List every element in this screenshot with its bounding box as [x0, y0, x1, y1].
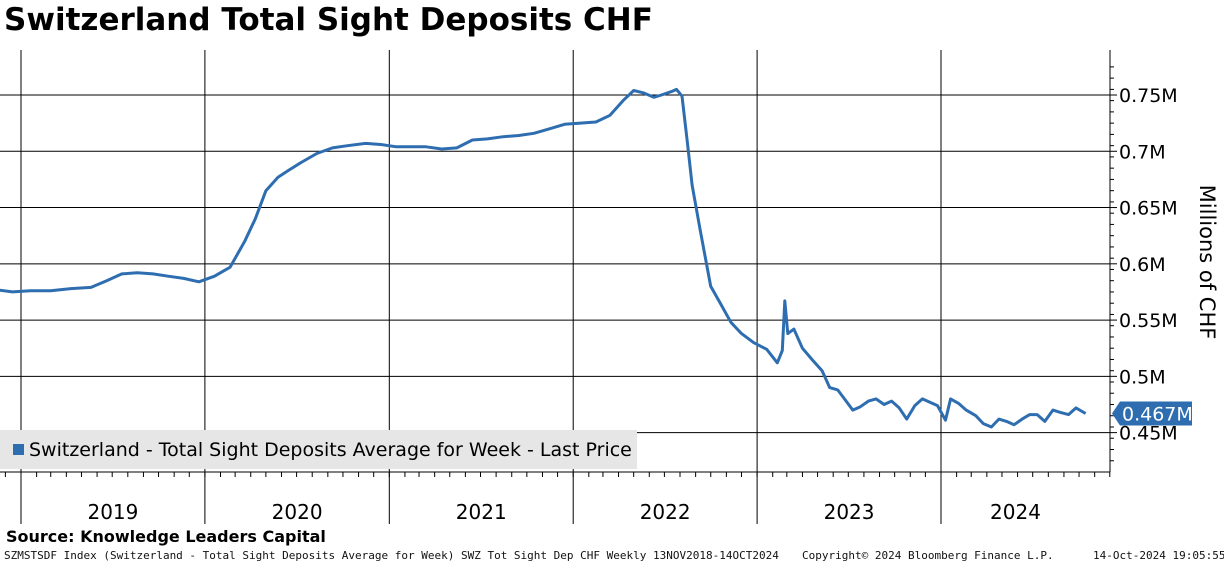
series-line: [0, 87, 1087, 429]
x-tick-label: 2019: [87, 500, 138, 524]
y-tick-label: 0.6M: [1119, 254, 1166, 276]
footer-index-description: SZMSTSDF Index (Switzerland - Total Sigh…: [4, 549, 779, 562]
footer-copyright: Copyright© 2024 Bloomberg Finance L.P.: [802, 549, 1054, 562]
x-tick-label: 2024: [990, 500, 1041, 524]
x-tick-label: 2020: [272, 500, 323, 524]
last-value-marker: [1112, 401, 1192, 426]
y-tick-label: 0.75M: [1119, 85, 1178, 107]
chart-title: Switzerland Total Sight Deposits CHF: [4, 2, 653, 38]
legend: Switzerland - Total Sight Deposits Avera…: [0, 430, 637, 469]
y-tick-label: 0.5M: [1119, 366, 1166, 388]
y-tick-label: 0.65M: [1119, 198, 1178, 220]
y-tick-label: 0.55M: [1119, 310, 1178, 332]
legend-swatch: [13, 444, 24, 455]
footer-timestamp: 14-Oct-2024 19:05:55: [1093, 549, 1224, 562]
last-value-label: 0.467M: [1122, 403, 1193, 425]
x-tick-label: 2022: [640, 500, 691, 524]
x-tick-label: 2023: [824, 500, 875, 524]
y-axis-title: Millions of CHF: [1195, 185, 1219, 340]
source-text: Source: Knowledge Leaders Capital: [6, 527, 326, 546]
y-tick-label: 0.45M: [1119, 423, 1178, 445]
y-tick-label: 0.7M: [1119, 141, 1166, 163]
x-tick-label: 2021: [456, 500, 507, 524]
legend-label: Switzerland - Total Sight Deposits Avera…: [29, 438, 632, 461]
